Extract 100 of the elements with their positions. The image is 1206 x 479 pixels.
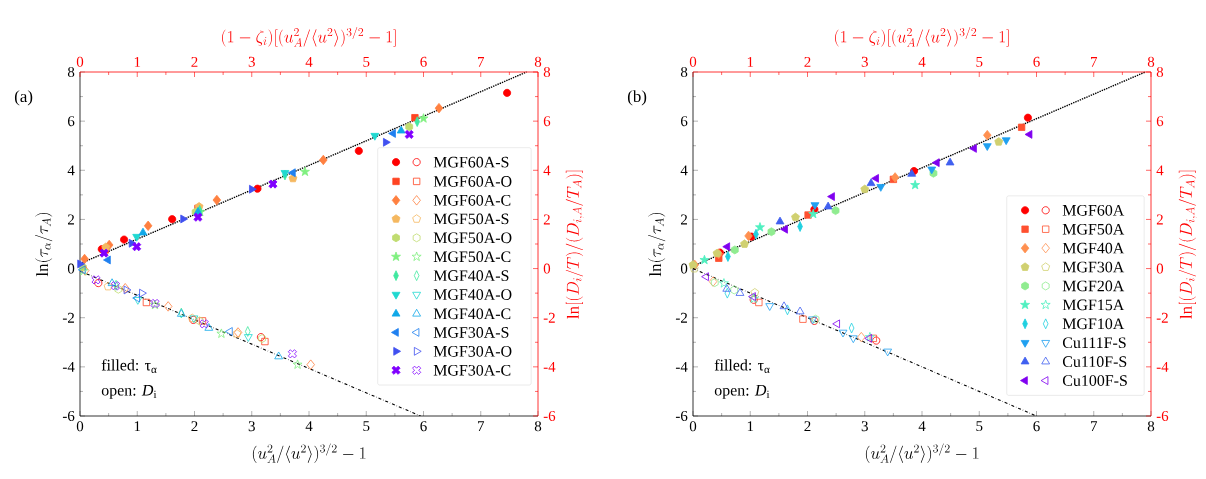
legend-label: Cu111F-S <box>1062 337 1126 349</box>
legend-label: MGF50A-O <box>433 232 512 244</box>
x2-tick-label: 7 <box>478 421 485 431</box>
y-tick-label: 8 <box>67 66 75 78</box>
x2-tick-label: 1 <box>747 421 754 432</box>
x2-tick-label: 5 <box>976 421 983 432</box>
x2-tick-label: 0 <box>689 421 697 432</box>
y2-tick-label: -4 <box>543 361 556 372</box>
y2-tick-label: -4 <box>1156 361 1169 372</box>
y-tick-label: 0 <box>680 263 688 274</box>
y-tick-label: -6 <box>62 410 75 422</box>
x2-axis-title: $(1-\zeta_i)[(u_A^2/\langle u^2\rangle)^{3/2}-1]$ <box>835 27 1009 47</box>
x-tick-label: 6 <box>1033 56 1040 67</box>
y-tick-label: 0 <box>67 263 75 274</box>
x-tick-label: 8 <box>534 56 542 67</box>
x2-tick-label: 3 <box>248 421 255 432</box>
legend-label: MGF20A <box>1062 280 1125 292</box>
x2-tick-label: 1 <box>134 421 141 432</box>
y2-tick-label: 6 <box>543 116 551 127</box>
y2-axis-title: $\ln[(D_i/T)/(D_{i,A}/T_A)]$ <box>1178 170 1197 319</box>
x2-tick-label: 4 <box>918 421 926 432</box>
legend-label: MGF30A-S <box>433 327 509 338</box>
annotation: open: D$_{i}$ <box>101 385 157 399</box>
y-tick-label: -4 <box>675 361 688 372</box>
y2-tick-label: -6 <box>1156 410 1169 422</box>
x-tick-label: 8 <box>1147 56 1155 67</box>
legend-label: MGF40A-S <box>433 270 509 282</box>
x2-tick-label: 3 <box>861 421 868 432</box>
x2-tick-label: 6 <box>1033 421 1040 432</box>
x-tick-label: 1 <box>747 56 754 67</box>
x2-tick-label: 6 <box>420 421 427 432</box>
annotation: filled: τ$_{α}$ <box>714 359 770 374</box>
y-tick-label: 6 <box>681 116 688 127</box>
legend-label: MGF15A <box>1062 299 1125 311</box>
legend-label: MGF30A <box>1062 261 1125 273</box>
x-axis-title: $(u_A^2/\langle u^2\rangle)^{3/2}-1$ <box>252 443 366 463</box>
legend-label: MGF60A-O <box>433 176 512 187</box>
legend-label: MGF40A <box>1062 242 1125 254</box>
y-tick-label: -6 <box>675 410 688 422</box>
x-axis-title: $(u_A^2/\langle u^2\rangle)^{3/2}-1$ <box>865 443 979 463</box>
text: (a) <box>14 90 33 106</box>
y2-tick-label: 2 <box>1156 214 1163 225</box>
x-tick-label: 1 <box>134 56 141 67</box>
y-tick-label: -4 <box>62 361 75 372</box>
legend-label: MGF50A <box>1062 223 1125 235</box>
y2-tick-label: 8 <box>543 66 551 78</box>
x2-tick-label: 7 <box>1091 421 1098 431</box>
y-tick-label: 6 <box>67 116 75 127</box>
x-tick-label: 4 <box>305 57 313 67</box>
x-tick-label: 0 <box>689 56 697 67</box>
legend-label: MGF40A-O <box>433 289 512 300</box>
x2-tick-label: 8 <box>1147 421 1155 432</box>
x-tick-label: 5 <box>976 56 983 67</box>
y2-tick-label: 4 <box>1156 165 1164 176</box>
x-tick-label: 2 <box>191 56 198 67</box>
y2-tick-label: -2 <box>543 312 555 323</box>
annotation: filled: τ$_{α}$ <box>101 359 157 374</box>
y-tick-label: -2 <box>675 312 687 323</box>
x-tick-label: 3 <box>248 56 255 67</box>
x-tick-label: 0 <box>76 56 84 67</box>
y-axis-title: $\ln(\tau_\alpha/\tau_A)$ <box>648 212 666 277</box>
y-tick-label: 4 <box>67 165 75 176</box>
legend-label: MGF40A-C <box>433 308 511 320</box>
y2-tick-label: -2 <box>1156 312 1168 323</box>
legend-label: MGF10A <box>1062 318 1125 330</box>
text: (b) <box>627 90 647 106</box>
x-tick-label: 2 <box>804 56 811 67</box>
x-tick-label: 3 <box>861 56 868 67</box>
legend-label: MGF60A-S <box>433 156 509 168</box>
legend-label: MGF50A-C <box>433 251 511 263</box>
y2-tick-label: 0 <box>1156 263 1164 274</box>
x2-tick-label: 2 <box>804 421 811 432</box>
x2-axis-title: $(1-\zeta_i)[(u_A^2/\langle u^2\rangle)^{3/2}-1]$ <box>222 27 396 47</box>
legend-label: MGF50A-S <box>433 213 509 225</box>
legend-label: MGF60A-C <box>433 194 511 206</box>
x-tick-label: 6 <box>420 56 427 67</box>
x2-tick-label: 8 <box>534 421 542 432</box>
y2-tick-label: -6 <box>543 410 556 422</box>
y-tick-label: 2 <box>681 214 687 225</box>
x-tick-label: 5 <box>363 56 370 67</box>
legend-label: Cu100F-S <box>1062 375 1127 386</box>
x-tick-label: 4 <box>918 57 926 67</box>
y2-axis-title: $\ln[(D_i/T)/(D_{i,A}/T_A)]$ <box>565 170 584 319</box>
legend-label: MGF60A <box>1062 204 1125 216</box>
legend-label: MGF30A-C <box>433 364 511 376</box>
x2-tick-label: 4 <box>305 421 313 432</box>
y2-tick-label: 8 <box>1156 66 1164 78</box>
annotation: open: D$_{i}$ <box>714 385 770 399</box>
y-tick-label: -2 <box>62 312 74 323</box>
legend-label: MGF30A-O <box>433 345 512 357</box>
x-tick-label: 7 <box>1091 57 1098 67</box>
y-tick-label: 8 <box>680 66 688 78</box>
x2-tick-label: 0 <box>76 421 84 432</box>
y-tick-label: 2 <box>68 214 74 225</box>
y2-tick-label: 4 <box>543 165 551 176</box>
y2-tick-label: 2 <box>543 214 550 225</box>
y2-tick-label: 6 <box>1156 116 1164 127</box>
x-tick-label: 7 <box>478 57 485 67</box>
x2-tick-label: 2 <box>191 421 198 432</box>
x2-tick-label: 5 <box>363 421 370 432</box>
